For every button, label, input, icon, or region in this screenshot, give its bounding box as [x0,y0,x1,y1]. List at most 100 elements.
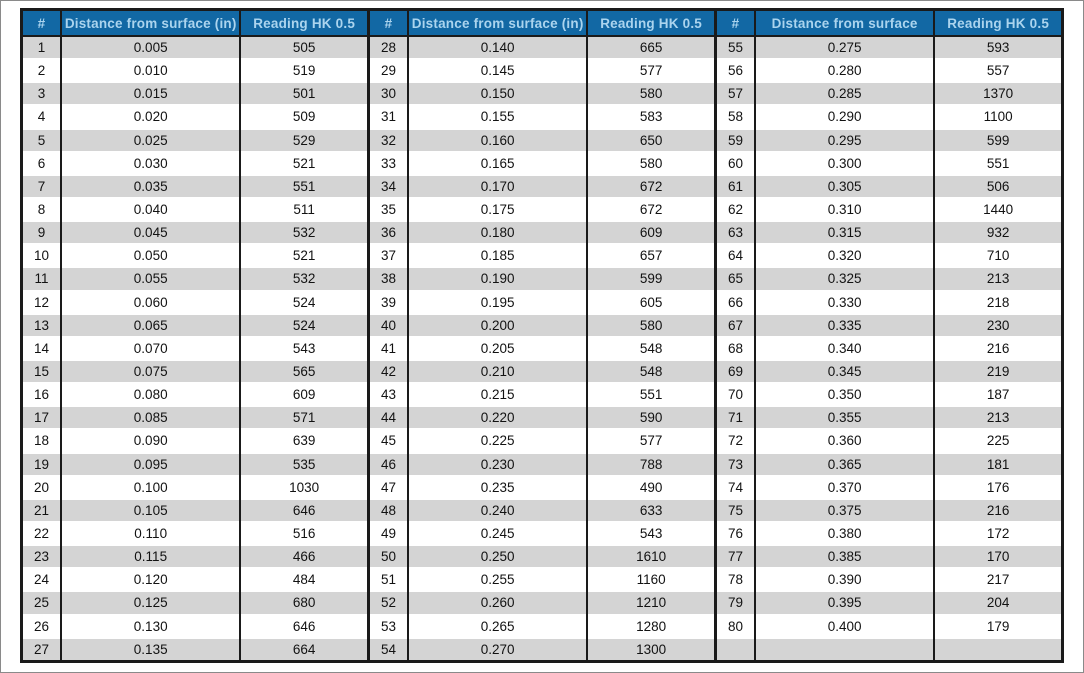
row-number-cell: 28 [366,34,409,60]
reading-cell: 484 [239,567,369,592]
row-number-cell: 40 [366,312,409,337]
distance-cell: 0.200 [407,312,588,337]
row-number-cell: 36 [366,220,409,245]
distance-cell: 0.025 [60,127,241,152]
row-number-cell: 18 [20,428,62,453]
distance-cell: 0.350 [754,382,935,407]
distance-cell: 0.385 [754,544,935,569]
row-number-cell: 31 [366,104,409,129]
row-number-cell: 27 [20,636,62,662]
distance-cell: 0.390 [754,567,935,592]
row-number-cell: 73 [713,451,756,476]
table-row: 9 0.045 532 36 0.180 609 63 0.315 932 [20,220,1063,245]
row-number-header: # [713,9,756,37]
table-row: 5 0.025 529 32 0.160 650 59 0.295 599 [20,127,1063,152]
distance-cell: 0.155 [407,104,588,129]
row-number-cell: 75 [713,497,756,522]
distance-cell: 0.220 [407,405,588,430]
reading-cell: 509 [239,104,369,129]
distance-cell: 0.285 [754,81,935,106]
reading-cell: 580 [586,312,716,337]
distance-cell: 0.140 [407,34,588,60]
table-row: 1 0.005 505 28 0.140 665 55 0.275 593 [20,34,1063,60]
reading-cell: 1300 [586,636,716,662]
reading-cell: 181 [933,451,1063,476]
distance-cell: 0.100 [60,474,241,499]
row-number-cell: 53 [366,613,409,638]
table-row: 15 0.075 565 42 0.210 548 69 0.345 219 [20,358,1063,384]
row-number-cell: 57 [713,81,756,106]
row-number-cell: 67 [713,312,756,337]
reading-cell: 577 [586,428,716,453]
row-number-cell: 21 [20,497,62,522]
row-number-cell: 68 [713,335,756,360]
reading-cell: 577 [586,58,716,83]
row-number-cell: 37 [366,243,409,268]
row-number-cell: 79 [713,590,756,615]
row-number-cell: 50 [366,544,409,569]
reading-cell: 609 [586,220,716,245]
reading-cell: 1280 [586,613,716,638]
reading-cell: 225 [933,428,1063,453]
row-number-cell: 58 [713,104,756,129]
distance-cell: 0.150 [407,81,588,106]
distance-cell: 0.015 [60,81,241,106]
reading-cell: 571 [239,405,369,430]
distance-cell: 0.170 [407,173,588,198]
row-number-cell: 2 [20,58,62,83]
row-number-cell: 55 [713,34,756,60]
distance-cell: 0.175 [407,196,588,222]
row-number-cell: 29 [366,58,409,83]
distance-cell: 0.245 [407,520,588,546]
row-number-cell: 22 [20,520,62,546]
reading-cell: 532 [239,266,369,291]
empty-cell [713,636,756,662]
row-number-cell: 74 [713,474,756,499]
table-row: 8 0.040 511 35 0.175 672 62 0.310 1440 [20,196,1063,222]
table-row: 19 0.095 535 46 0.230 788 73 0.365 181 [20,451,1063,476]
reading-cell: 170 [933,544,1063,569]
reading-cell: 548 [586,358,716,384]
distance-cell: 0.235 [407,474,588,499]
reading-cell: 218 [933,289,1063,314]
row-number-cell: 78 [713,567,756,592]
row-number-cell: 64 [713,243,756,268]
reading-cell: 466 [239,544,369,569]
row-number-cell: 76 [713,520,756,546]
distance-cell: 0.240 [407,497,588,522]
row-number-cell: 47 [366,474,409,499]
reading-cell: 665 [586,34,716,60]
reading-cell: 580 [586,150,716,175]
row-number-cell: 43 [366,382,409,407]
distance-cell: 0.050 [60,243,241,268]
table-row: 21 0.105 646 48 0.240 633 75 0.375 216 [20,497,1063,522]
reading-cell: 672 [586,173,716,198]
reading-cell: 551 [933,150,1063,175]
reading-cell: 599 [586,266,716,291]
distance-cell: 0.060 [60,289,241,314]
row-number-header: # [20,9,62,37]
reading-cell: 230 [933,312,1063,337]
row-number-cell: 5 [20,127,62,152]
row-number-cell: 1 [20,34,62,60]
distance-cell: 0.270 [407,636,588,662]
distance-cell: 0.145 [407,58,588,83]
reading-cell: 1160 [586,567,716,592]
table-row: 13 0.065 524 40 0.200 580 67 0.335 230 [20,312,1063,337]
distance-cell: 0.290 [754,104,935,129]
reading-cell: 551 [239,173,369,198]
distance-cell: 0.195 [407,289,588,314]
row-number-cell: 71 [713,405,756,430]
table-row: 12 0.060 524 39 0.195 605 66 0.330 218 [20,289,1063,314]
row-number-cell: 42 [366,358,409,384]
table-row: 3 0.015 501 30 0.150 580 57 0.285 1370 [20,81,1063,106]
reading-cell: 599 [933,127,1063,152]
reading-cell: 565 [239,358,369,384]
reading-cell: 1100 [933,104,1063,129]
distance-cell: 0.260 [407,590,588,615]
distance-cell: 0.135 [60,636,241,662]
distance-cell: 0.105 [60,497,241,522]
reading-cell: 543 [586,520,716,546]
distance-cell: 0.295 [754,127,935,152]
table-row: 4 0.020 509 31 0.155 583 58 0.290 1100 [20,104,1063,129]
